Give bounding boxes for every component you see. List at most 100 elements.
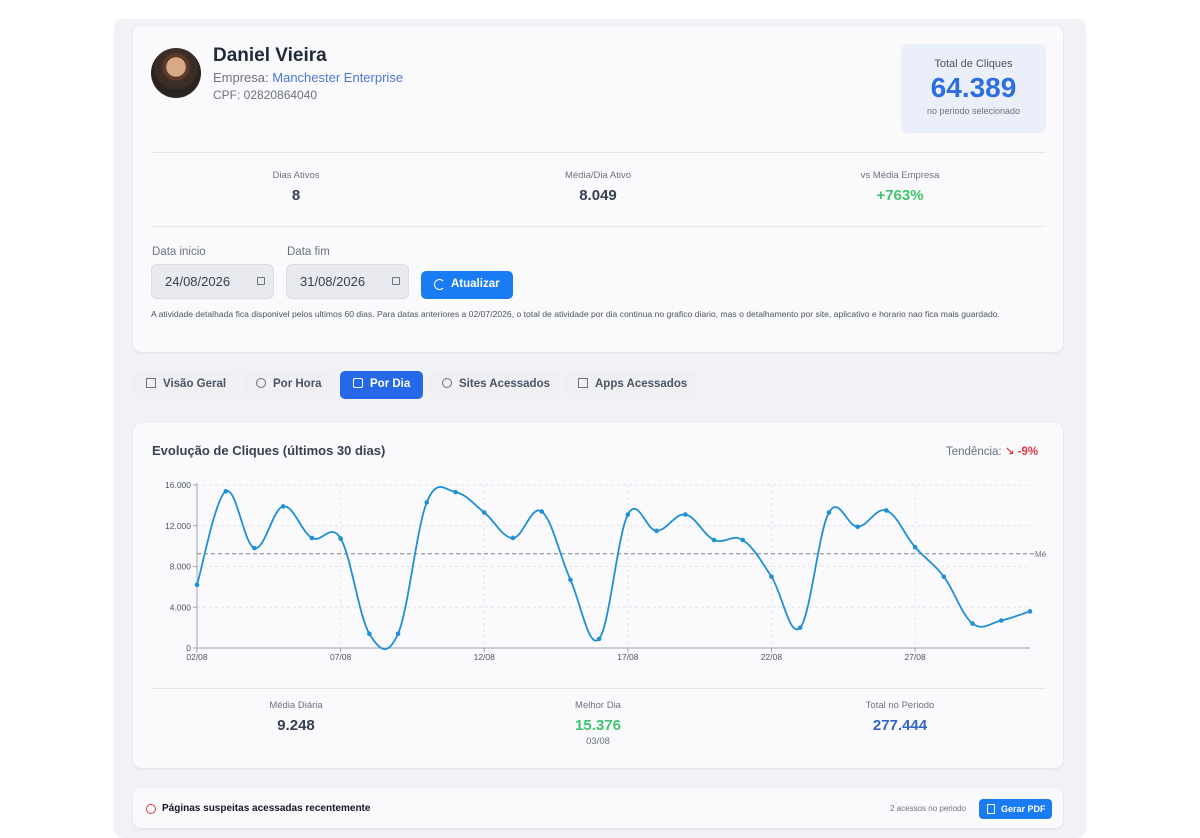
trend-value: -9% — [1017, 446, 1039, 458]
generate-pdf-button[interactable]: Gerar PDF — [979, 799, 1052, 819]
data-point — [654, 528, 659, 534]
data-point — [884, 508, 889, 513]
average-reference-line: Mé — [197, 550, 1047, 559]
suspect-count: 2 acessos no periodo — [890, 804, 967, 813]
data-point — [424, 500, 430, 505]
y-tick-label: 0 — [186, 643, 191, 653]
suspect-pages-card — [133, 788, 1063, 828]
tab-label: Apps Acessados — [595, 378, 688, 390]
tab-visao-geral[interactable]: Visão Geral — [133, 371, 239, 399]
summary-label: Média Diária — [269, 700, 323, 711]
tab-por-hora[interactable]: Por Hora — [243, 371, 335, 399]
avatar — [151, 48, 201, 98]
file-icon — [987, 804, 995, 814]
end-date-input[interactable]: 31/08/2026 — [286, 264, 409, 299]
chart-card — [133, 423, 1063, 768]
tab-label: Por Hora — [273, 378, 322, 390]
summary-total-period: Total no Periodo 277.444 — [750, 700, 1050, 734]
total-clicks-label: Total de Cliques — [934, 58, 1013, 70]
divider — [152, 226, 1046, 227]
y-tick-label: 8.000 — [170, 562, 192, 572]
data-point — [998, 618, 1004, 623]
data-point — [338, 536, 343, 541]
suspect-pages-title: Páginas suspeitas acessadas recentemente — [162, 803, 371, 814]
trend-label: Tendência: — [946, 446, 1002, 458]
bar-chart-icon — [146, 378, 156, 388]
y-tick-label: 16.000 — [165, 480, 191, 490]
x-axis: 02/08 07/08 12/08 17/08 22/08 27/08 — [186, 647, 1030, 662]
summary-label: Total no Periodo — [865, 700, 935, 711]
tab-label: Sites Acessados — [459, 378, 550, 390]
summary-value: 15.376 — [575, 717, 621, 734]
globe-icon — [442, 378, 452, 388]
tab-por-dia[interactable]: Por Dia — [340, 371, 423, 399]
start-date-input[interactable]: 24/08/2026 — [151, 264, 274, 299]
x-tick-label: 17/08 — [617, 652, 639, 662]
data-point — [223, 489, 229, 494]
summary-best-day: Melhor Dia 15.376 03/08 — [448, 700, 748, 747]
tab-label: Por Dia — [370, 378, 411, 390]
data-point — [280, 504, 286, 509]
x-tick-label: 22/08 — [761, 652, 783, 662]
stat-label: vs Média Empresa — [860, 170, 940, 181]
data-point — [453, 489, 458, 495]
company-line: Empresa: Manchester Enterprise — [213, 70, 403, 85]
refresh-icon — [434, 279, 445, 290]
summary-daily-average: Média Diária 9.248 — [146, 700, 446, 734]
data-point — [826, 510, 832, 515]
x-tick-label: 27/08 — [904, 652, 926, 662]
company-name: Manchester Enterprise — [272, 70, 404, 85]
stat-label: Dias Ativos — [272, 170, 320, 181]
data-point — [797, 625, 803, 630]
data-point — [683, 512, 688, 517]
y-tick-label: 4.000 — [170, 602, 192, 612]
data-point — [481, 510, 487, 515]
tab-label: Visão Geral — [163, 378, 227, 390]
calendar-icon[interactable] — [257, 277, 265, 285]
calendar-icon[interactable] — [392, 277, 400, 285]
divider — [152, 152, 1046, 153]
monitor-icon — [578, 378, 588, 388]
stat-value: 8.049 — [579, 187, 617, 204]
user-name: Daniel Vieira — [213, 45, 327, 66]
data-point — [395, 631, 401, 637]
data-point — [912, 544, 918, 550]
divider — [152, 688, 1046, 689]
data-point — [252, 545, 257, 551]
y-tick-label: 12.000 — [165, 521, 191, 531]
cpf: CPF: 02820864040 — [213, 88, 318, 102]
trend-down-icon: ↘ — [1004, 446, 1015, 458]
x-tick-label: 02/08 — [186, 652, 208, 662]
start-date-label: Data inicio — [152, 246, 206, 258]
stat-vs-company: vs Média Empresa +763% — [750, 170, 1050, 204]
tab-apps-acessados[interactable]: Apps Acessados — [565, 371, 698, 399]
data-point — [941, 574, 947, 579]
data-point — [596, 636, 602, 642]
trend: Tendência: ↘ -9% — [946, 444, 1038, 458]
data-point — [539, 509, 544, 514]
summary-sub: 03/08 — [586, 736, 610, 747]
x-tick-label: 12/08 — [474, 652, 496, 662]
data-point — [367, 631, 372, 637]
data-point — [194, 582, 200, 588]
retention-note: A atividade detalhada fica disponivel pe… — [151, 309, 1000, 319]
summary-value: 277.444 — [872, 717, 928, 734]
update-button[interactable]: Atualizar — [421, 271, 513, 299]
chart-grid — [197, 484, 1030, 648]
stat-label: Média/Dia Ativo — [564, 170, 631, 181]
total-clicks-sub: no periodo selecionado — [926, 106, 1021, 116]
stat-value: +763% — [876, 187, 924, 204]
pdf-label: Gerar PDF — [1001, 804, 1046, 814]
calendar-icon — [353, 378, 363, 388]
update-label: Atualizar — [451, 278, 500, 290]
y-axis: 0 4.000 8.000 12.000 16.000 — [165, 480, 198, 653]
tab-sites-acessados[interactable]: Sites Acessados — [429, 371, 560, 399]
summary-value: 9.248 — [277, 717, 315, 734]
data-points — [194, 489, 1033, 642]
data-point — [625, 512, 631, 517]
data-point — [1027, 609, 1033, 614]
end-date-label: Data fim — [287, 246, 330, 258]
chart-title: Evolução de Cliques (últimos 30 dias) — [152, 443, 386, 458]
data-point — [970, 621, 975, 626]
data-point — [711, 537, 717, 543]
